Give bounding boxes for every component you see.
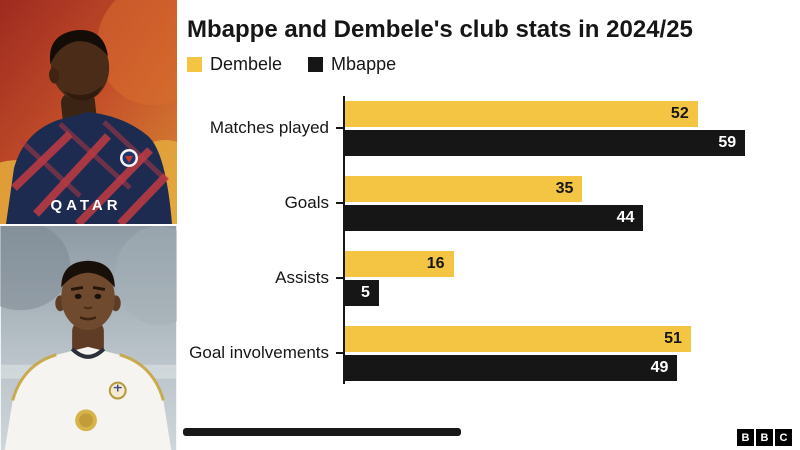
bar-pair: 52 59 — [336, 100, 752, 156]
category-label: Goal involvements — [189, 343, 329, 363]
chart-rows: Matches played 52 59 Goals 35 44 Assists 16 5 Goa… — [185, 100, 752, 381]
bar-dembele-goal-involvements: 51 — [345, 325, 691, 352]
bbc-logo: B B C — [737, 429, 792, 446]
jersey-sponsor-text: QATAR — [50, 197, 121, 214]
chart-panel: Mbappe and Dembele's club stats in 2024/… — [177, 0, 800, 450]
bar-value: 44 — [616, 208, 635, 226]
bar-dembele-assists: 16 — [345, 250, 454, 277]
chart-legend: Dembele Mbappe — [187, 54, 800, 75]
legend-item-mbappe: Mbappe — [308, 54, 396, 75]
bar-value: 52 — [670, 104, 689, 122]
category-label: Assists — [275, 268, 329, 288]
footer-divider — [183, 428, 461, 436]
bbc-logo-letter: B — [737, 429, 754, 446]
bbc-logo-letter: B — [756, 429, 773, 446]
mbappe-photo — [0, 226, 177, 450]
chart-group: Assists 16 5 — [185, 250, 752, 306]
bar-value: 51 — [664, 329, 682, 347]
category-label: Matches played — [209, 118, 329, 138]
bar-value: 5 — [361, 283, 370, 301]
chart-area: Matches played 52 59 Goals 35 44 Assists 16 5 Goa… — [185, 95, 752, 384]
bar-mbappe-assists: 5 — [345, 279, 379, 306]
chart-group: Goal involvements 51 49 — [185, 325, 752, 381]
category-label: Goals — [284, 193, 329, 213]
bar-pair: 35 44 — [336, 175, 752, 231]
bar-value: 59 — [718, 133, 737, 151]
bbc-logo-letter: C — [775, 429, 792, 446]
legend-swatch-icon — [187, 56, 202, 72]
legend-label: Dembele — [210, 53, 283, 74]
legend-item-dembele: Dembele — [187, 54, 282, 75]
axis-line — [343, 95, 345, 384]
chart-group: Goals 35 44 — [185, 175, 752, 231]
bar-value: 16 — [426, 254, 445, 272]
bar-dembele-matches-played: 52 — [345, 100, 698, 127]
bar-mbappe-goal-involvements: 49 — [345, 354, 678, 381]
bar-mbappe-matches-played: 59 — [345, 129, 746, 156]
legend-label: Mbappe — [331, 53, 397, 74]
bar-pair: 51 49 — [336, 325, 752, 381]
mbappe-head — [55, 260, 121, 331]
dembele-photo: QATAR — [0, 0, 177, 224]
bar-pair: 16 5 — [336, 250, 752, 306]
dembele-head — [49, 30, 110, 101]
bar-mbappe-goals: 44 — [345, 204, 644, 231]
chart-group: Matches played 52 59 — [185, 100, 752, 156]
legend-swatch-icon — [308, 56, 324, 72]
bar-dembele-goals: 35 — [345, 175, 583, 202]
bar-value: 35 — [555, 179, 574, 197]
chart-title: Mbappe and Dembele's club stats in 2024/… — [187, 16, 693, 43]
bar-value: 49 — [650, 358, 669, 376]
photo-column: QATAR — [0, 0, 177, 450]
